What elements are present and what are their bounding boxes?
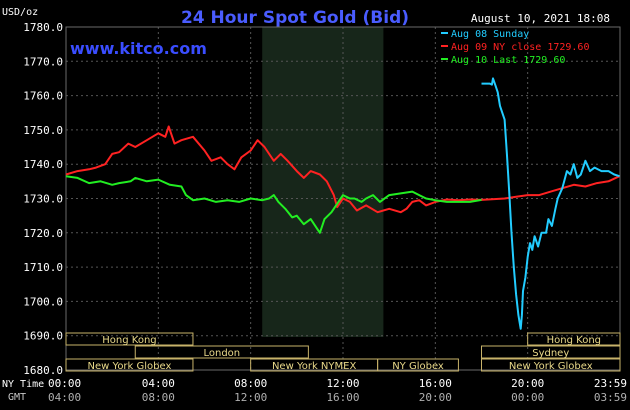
ny-time-tick: 04:00 (142, 377, 175, 390)
ny-time-tick: 16:00 (419, 377, 452, 390)
session-label: Sydney (532, 348, 569, 359)
session-bar (481, 358, 621, 372)
session-bar (65, 332, 194, 346)
grid-lines (65, 26, 621, 371)
market-session-bars: Hong Kong London New York Globex New York N… (65, 332, 621, 372)
legend-entry: Aug 09 NY close 1729.60 (451, 42, 589, 53)
series-line (481, 77, 620, 330)
chart-datetime: August 10, 2021 18:08 (471, 12, 610, 25)
y-tick-label: 1780.0 (23, 21, 63, 34)
gmt-tick: 12:00 (234, 391, 267, 404)
y-tick-label: 1760.0 (23, 90, 63, 103)
gmt-tick: 16:00 (326, 391, 359, 404)
gmt-axis-label: GMT (8, 392, 26, 403)
y-tick-label: 1680.0 (23, 364, 63, 377)
watermark-url: www.kitco.com (70, 39, 207, 58)
plot-frame (65, 26, 621, 371)
ny-time-tick: 08:00 (234, 377, 267, 390)
session-label: New York Globex (509, 361, 593, 372)
session-bar (481, 345, 621, 359)
session-label: New York NYMEX (272, 361, 357, 372)
ny-time-tick: 12:00 (326, 377, 359, 390)
legend-entry: Aug 10 Last 1729.60 (451, 55, 565, 66)
shaded-session (262, 27, 384, 337)
y-tick-label: 1770.0 (23, 55, 63, 68)
gmt-tick: 03:59 (594, 391, 627, 404)
session-bar (134, 345, 309, 359)
session-label: NY Globex (392, 361, 444, 372)
ny-time-tick: 20:00 (511, 377, 544, 390)
series-line (65, 175, 482, 234)
series-lines (65, 77, 620, 330)
ny-time-axis-label: NY Time (2, 379, 44, 390)
legend-entry: Aug 08 Sunday (451, 29, 529, 40)
session-bar (527, 332, 621, 346)
gmt-tick: 20:00 (419, 391, 452, 404)
session-label: Hong Kong (102, 335, 156, 346)
y-tick-label: 1690.0 (23, 330, 63, 343)
chart-title: 24 Hour Spot Gold (Bid) (181, 8, 409, 28)
gmt-tick: 08:00 (142, 391, 175, 404)
shaded-band (262, 27, 384, 337)
session-label: Hong Kong (547, 335, 601, 346)
session-bar (377, 358, 459, 372)
gmt-tick: 00:00 (511, 391, 544, 404)
y-tick-label: 1700.0 (23, 295, 63, 308)
session-label: London (203, 348, 240, 359)
gmt-tick: 04:00 (48, 391, 81, 404)
ny-time-tick: 23:59 (594, 377, 627, 390)
series-line (65, 125, 620, 214)
y-tick-label: 1740.0 (23, 158, 63, 171)
y-tick-label: 1730.0 (23, 193, 63, 206)
y-tick-label: 1710.0 (23, 261, 63, 274)
y-tick-label: 1750.0 (23, 124, 63, 137)
x-tick-labels: 00:0004:0004:0008:0008:0012:0012:0016:00… (48, 377, 627, 404)
session-label: New York Globex (88, 361, 172, 372)
legend: Aug 08 Sunday Aug 09 NY close 1729.60 Aug … (441, 29, 589, 66)
session-bar (65, 358, 194, 372)
y-tick-label: 1720.0 (23, 227, 63, 240)
unit-label: USD/oz (2, 7, 38, 18)
y-tick-labels: 1780.0 1770.0 1760.0 1750.0 1740.0 1730.0 1720… (23, 21, 63, 377)
ny-time-tick: 00:00 (48, 377, 81, 390)
